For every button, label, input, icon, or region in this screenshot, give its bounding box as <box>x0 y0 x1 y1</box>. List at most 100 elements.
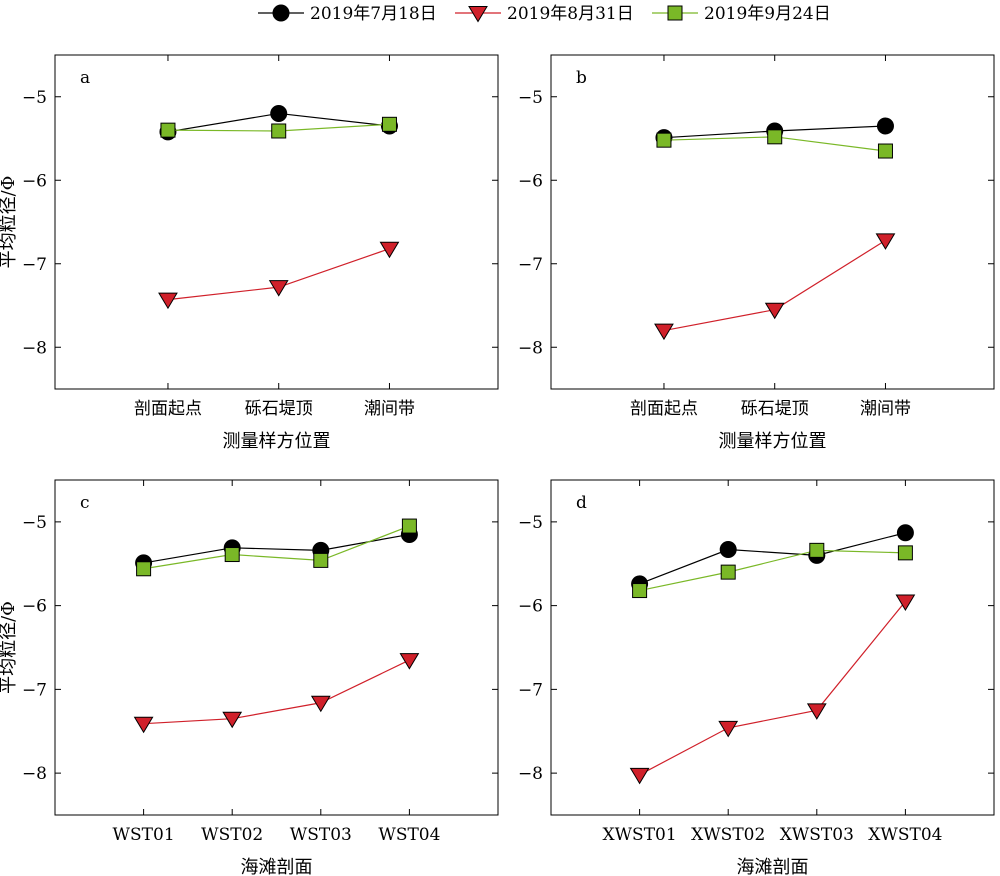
x-tick-label: XWST02 <box>691 825 765 845</box>
panel-label: b <box>576 68 587 88</box>
legend-entry: 2019年8月31日 <box>455 4 634 24</box>
legend-marker <box>272 4 290 22</box>
data-point <box>719 541 737 559</box>
y-tick-label: −5 <box>22 88 47 108</box>
x-tick-label: 剖面起点 <box>134 399 202 419</box>
series-3 <box>632 542 913 599</box>
series-line <box>639 532 906 585</box>
series-line <box>639 549 906 592</box>
plot-frame <box>550 479 995 816</box>
legend-entry: 2019年7月18日 <box>258 4 437 24</box>
x-tick-label: 砾石堤顶 <box>741 399 809 419</box>
data-point <box>764 302 785 320</box>
x-axis-label: 海滩剖面 <box>241 857 313 876</box>
y-tick-label: −7 <box>22 255 47 275</box>
x-tick-label: WST02 <box>201 825 263 845</box>
data-point <box>895 594 916 611</box>
data-point <box>809 542 825 558</box>
x-tick-label: WST01 <box>113 825 175 845</box>
data-point <box>632 583 648 599</box>
y-tick-label: −7 <box>22 680 47 700</box>
data-point <box>310 695 331 713</box>
y-tick-label: −5 <box>518 513 543 533</box>
series-line <box>143 659 410 725</box>
data-point <box>160 122 176 138</box>
x-tick-label: 潮间带 <box>364 399 415 419</box>
x-tick-label: WST03 <box>290 825 352 845</box>
data-point <box>718 720 739 738</box>
x-tick-label: 潮间带 <box>860 399 911 419</box>
legend-label: 2019年9月24日 <box>704 4 831 24</box>
x-tick-label: XWST03 <box>780 825 854 845</box>
data-point <box>877 143 893 159</box>
x-tick-label: 剖面起点 <box>630 399 698 419</box>
data-point <box>629 767 650 785</box>
panel-label: a <box>80 68 90 88</box>
x-axis-label: 测量样方位置 <box>223 431 331 452</box>
x-tick-label: WST04 <box>378 825 440 845</box>
y-tick-label: −8 <box>518 338 543 358</box>
plot-frame <box>54 479 499 816</box>
data-point <box>399 653 420 670</box>
plot-frame <box>550 54 995 390</box>
data-point <box>158 292 178 310</box>
data-point <box>271 123 287 139</box>
series-2 <box>629 594 916 785</box>
data-point <box>767 129 783 145</box>
series-2 <box>133 653 420 734</box>
legend-label: 2019年8月31日 <box>507 4 634 24</box>
y-tick-label: −7 <box>518 255 543 275</box>
data-point <box>379 241 400 259</box>
data-point <box>313 552 329 568</box>
y-tick-label: −5 <box>22 513 47 533</box>
data-point <box>875 233 896 250</box>
series-3 <box>656 129 893 159</box>
series-line <box>143 533 410 564</box>
y-tick-label: −6 <box>22 597 47 617</box>
data-point <box>401 518 417 534</box>
x-axis-label: 测量样方位置 <box>719 431 827 452</box>
legend-marker <box>468 6 488 23</box>
y-tick-label: −6 <box>22 171 47 191</box>
x-tick-label: 砾石堤顶 <box>245 399 313 419</box>
series-3 <box>136 518 417 577</box>
data-point <box>224 547 240 563</box>
data-point <box>136 561 152 577</box>
x-tick-label: XWST01 <box>602 825 676 845</box>
y-axis-label: 平均粒径/Φ <box>0 176 19 269</box>
legend-entry: 2019年9月24日 <box>652 4 831 24</box>
series-line <box>143 525 410 570</box>
data-point <box>381 116 397 132</box>
y-axis-label: 平均粒径/Φ <box>0 601 19 694</box>
legend: 2019年7月18日 2019年8月31日 2019年9月24日 <box>258 4 831 24</box>
series-1 <box>631 524 914 593</box>
y-tick-label: −8 <box>22 338 47 358</box>
data-point <box>876 117 894 135</box>
chart-panel-c: c −5 −6 −7 −8 WST01 WST02 WST03 WST04 海滩剖面 平均粒径/Φ <box>0 479 499 876</box>
plot-frame <box>54 54 499 390</box>
data-point <box>806 703 827 720</box>
y-tick-label: −5 <box>518 88 543 108</box>
panel-label: c <box>80 493 90 513</box>
series-1 <box>135 525 418 572</box>
data-point <box>720 564 736 580</box>
data-point <box>654 323 674 341</box>
legend-label: 2019年7月18日 <box>310 4 437 24</box>
panel-label: d <box>576 493 587 513</box>
data-point <box>656 132 672 148</box>
series-2 <box>158 241 400 310</box>
y-tick-label: −8 <box>518 764 543 784</box>
series-3 <box>160 116 397 139</box>
y-tick-label: −8 <box>22 764 47 784</box>
series-2 <box>654 233 896 341</box>
data-point <box>268 280 289 297</box>
x-tick-label: XWST04 <box>868 825 942 845</box>
chart-panel-d: d −5 −6 −7 −8 XWST01 XWST02 XWST03 XWST04 海滩剖面 <box>518 479 995 876</box>
legend-marker <box>667 5 683 21</box>
data-point <box>270 104 288 122</box>
data-point <box>133 716 154 734</box>
y-tick-label: −6 <box>518 597 543 617</box>
